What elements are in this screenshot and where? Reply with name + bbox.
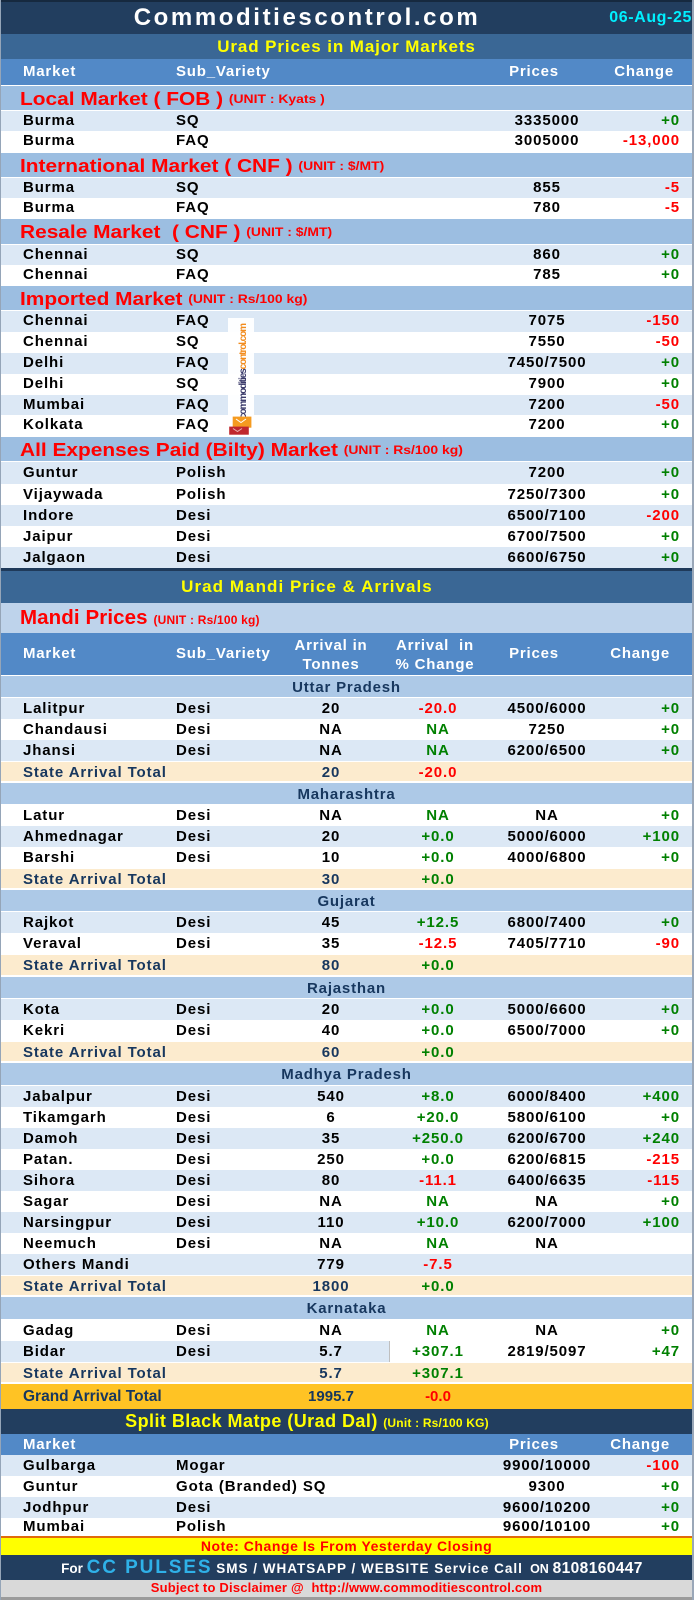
svg-text:commoditiescontrol.com: commoditiescontrol.com <box>238 323 249 419</box>
